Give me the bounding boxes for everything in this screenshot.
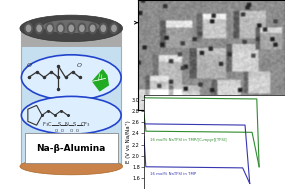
Ellipse shape bbox=[20, 15, 123, 42]
Text: O  O: O O bbox=[55, 129, 64, 133]
Circle shape bbox=[56, 22, 65, 34]
Text: $\sf{S}$: $\sf{S}$ bbox=[57, 120, 62, 128]
Text: 16 mol% NaTFSI in TMP/[C₄mpyr][TFSI]: 16 mol% NaTFSI in TMP/[C₄mpyr][TFSI] bbox=[150, 138, 226, 142]
Text: O  O: O O bbox=[70, 129, 79, 133]
Circle shape bbox=[101, 25, 106, 32]
Polygon shape bbox=[28, 105, 42, 125]
Circle shape bbox=[58, 25, 63, 32]
Circle shape bbox=[79, 25, 85, 32]
Circle shape bbox=[99, 22, 108, 34]
Circle shape bbox=[26, 25, 31, 32]
Circle shape bbox=[109, 22, 119, 34]
Text: 16 mol% NaTFSI in TMP: 16 mol% NaTFSI in TMP bbox=[150, 172, 196, 176]
Circle shape bbox=[67, 22, 76, 34]
Text: O: O bbox=[77, 63, 82, 68]
Circle shape bbox=[111, 25, 117, 32]
Circle shape bbox=[47, 25, 53, 32]
Text: $\sf{F_3C}$: $\sf{F_3C}$ bbox=[42, 120, 52, 129]
Circle shape bbox=[45, 22, 54, 34]
FancyBboxPatch shape bbox=[21, 32, 121, 47]
Text: Na-β-Alumina: Na-β-Alumina bbox=[36, 144, 106, 153]
Ellipse shape bbox=[21, 55, 121, 100]
Ellipse shape bbox=[21, 96, 121, 134]
Y-axis label: E (V vs Na/Na⁺): E (V vs Na/Na⁺) bbox=[125, 120, 131, 163]
FancyBboxPatch shape bbox=[25, 133, 118, 163]
Circle shape bbox=[90, 25, 95, 32]
Circle shape bbox=[36, 25, 42, 32]
Polygon shape bbox=[93, 70, 108, 91]
FancyBboxPatch shape bbox=[21, 30, 121, 166]
Circle shape bbox=[35, 22, 44, 34]
Ellipse shape bbox=[20, 158, 123, 175]
Circle shape bbox=[88, 22, 97, 34]
Circle shape bbox=[24, 22, 33, 34]
Text: $\sf{S}$: $\sf{S}$ bbox=[72, 120, 77, 128]
Text: $\sf{N}$: $\sf{N}$ bbox=[64, 120, 70, 128]
Circle shape bbox=[68, 25, 74, 32]
Text: O: O bbox=[27, 63, 32, 68]
Text: $\sf{CF_3}$: $\sf{CF_3}$ bbox=[80, 120, 91, 129]
Ellipse shape bbox=[43, 20, 100, 33]
Circle shape bbox=[78, 22, 87, 34]
